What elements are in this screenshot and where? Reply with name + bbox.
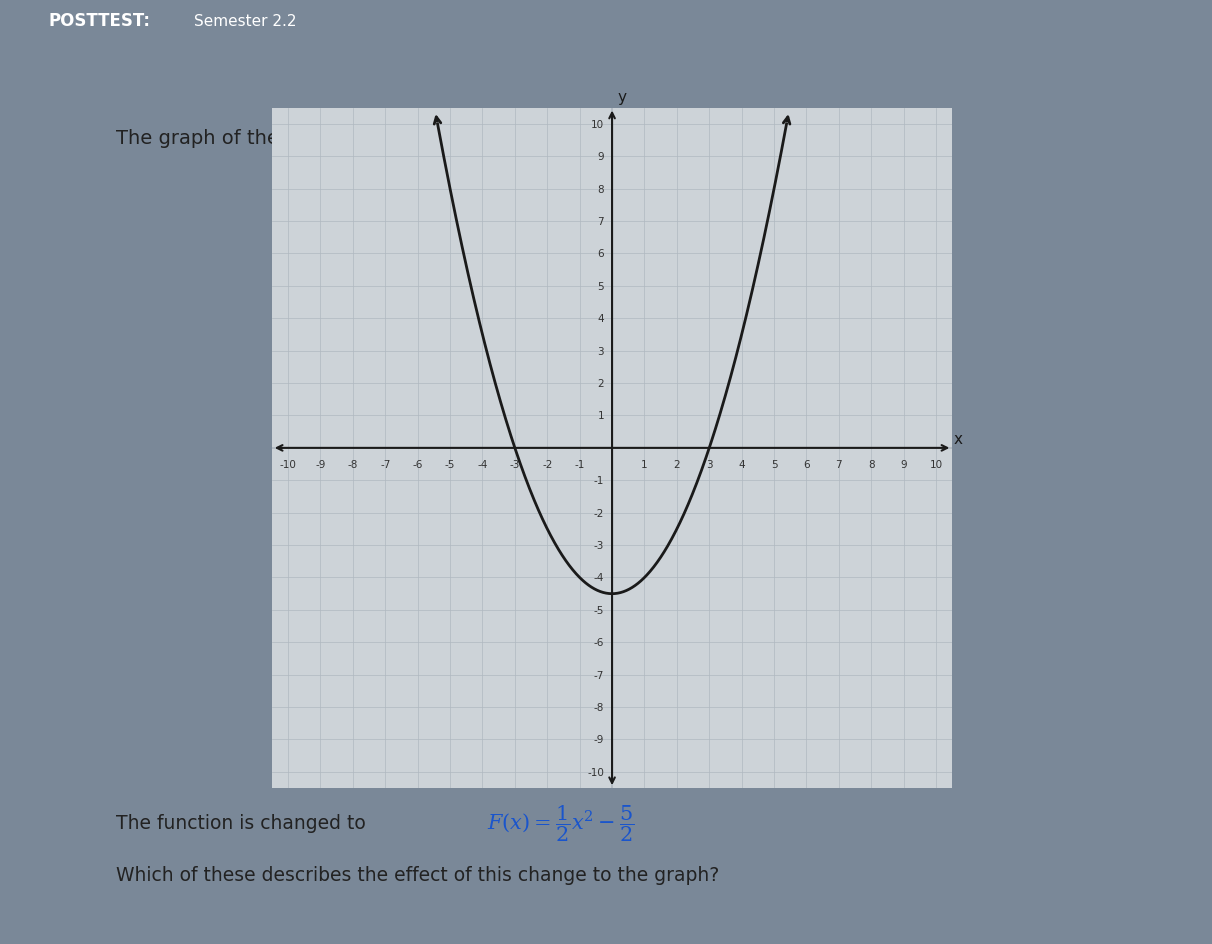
Text: -7: -7 (381, 460, 390, 470)
Text: Which of these describes the effect of this change to the graph?: Which of these describes the effect of t… (116, 865, 720, 884)
Text: -4: -4 (478, 460, 487, 470)
Text: 1: 1 (641, 460, 647, 470)
Text: 3: 3 (705, 460, 713, 470)
Text: -9: -9 (315, 460, 326, 470)
Text: -10: -10 (587, 767, 604, 777)
Text: 8: 8 (598, 184, 604, 194)
Text: 5: 5 (598, 281, 604, 292)
Text: 8: 8 (868, 460, 875, 470)
Text: -8: -8 (594, 702, 604, 713)
Text: The graph of the function: The graph of the function (116, 128, 365, 148)
Text: -1: -1 (594, 476, 604, 486)
Text: is shown below.: is shown below. (771, 128, 924, 148)
Text: -4: -4 (594, 573, 604, 582)
Text: 6: 6 (804, 460, 810, 470)
Text: -6: -6 (412, 460, 423, 470)
Text: -2: -2 (594, 508, 604, 518)
Text: 6: 6 (598, 249, 604, 260)
Text: -3: -3 (510, 460, 520, 470)
Text: -2: -2 (542, 460, 553, 470)
Text: -5: -5 (445, 460, 456, 470)
Text: -3: -3 (594, 541, 604, 550)
Text: -10: -10 (280, 460, 297, 470)
Text: 9: 9 (901, 460, 907, 470)
Text: The function is changed to: The function is changed to (116, 814, 366, 833)
Text: 4: 4 (598, 314, 604, 324)
Text: 2: 2 (674, 460, 680, 470)
Text: 9: 9 (598, 152, 604, 162)
Text: $F(x)=\dfrac{1}{2}x^2-\dfrac{9}{2}$: $F(x)=\dfrac{1}{2}x^2-\dfrac{9}{2}$ (487, 118, 635, 159)
Text: 7: 7 (835, 460, 842, 470)
Text: -1: -1 (574, 460, 585, 470)
Text: y: y (617, 91, 627, 106)
Text: 10: 10 (930, 460, 943, 470)
Text: -7: -7 (594, 670, 604, 680)
Text: 7: 7 (598, 217, 604, 227)
Text: 4: 4 (738, 460, 745, 470)
Text: -5: -5 (594, 605, 604, 615)
Text: 2: 2 (598, 379, 604, 389)
Text: -9: -9 (594, 734, 604, 745)
Text: -8: -8 (348, 460, 358, 470)
Text: 10: 10 (590, 120, 604, 129)
Text: $F(x)=\dfrac{1}{2}x^2-\dfrac{5}{2}$: $F(x)=\dfrac{1}{2}x^2-\dfrac{5}{2}$ (487, 802, 635, 843)
Text: POSTTEST:: POSTTEST: (48, 12, 150, 30)
Text: x: x (954, 431, 962, 447)
Text: 3: 3 (598, 346, 604, 356)
Text: Semester 2.2: Semester 2.2 (194, 14, 297, 28)
Text: -6: -6 (594, 637, 604, 648)
Text: 1: 1 (598, 411, 604, 421)
Text: 5: 5 (771, 460, 777, 470)
